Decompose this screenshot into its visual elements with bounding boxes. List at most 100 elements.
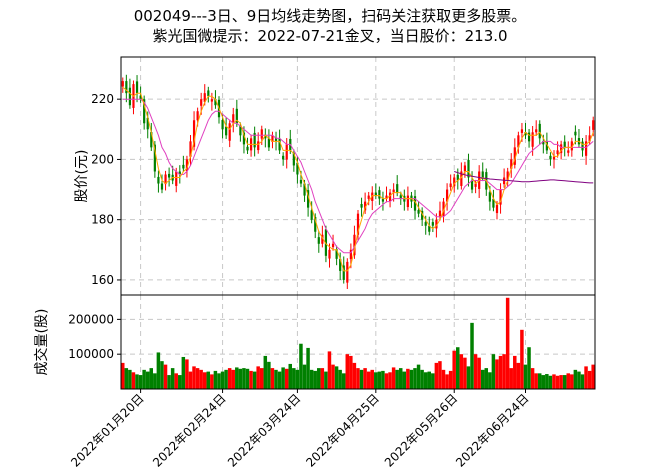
volume-bar	[495, 359, 499, 389]
volume-bar	[381, 370, 385, 389]
candle-body	[200, 99, 203, 106]
candle-body	[324, 229, 328, 256]
volume-bar	[313, 370, 317, 389]
volume-bar	[178, 375, 182, 389]
candle-body	[445, 189, 449, 202]
candle-body	[282, 155, 285, 160]
volume-bar	[170, 368, 175, 389]
volume-bar	[537, 373, 542, 389]
volume-bar	[210, 374, 214, 389]
x-tick-label: 2022年02月24日	[150, 391, 229, 470]
volume-bar	[128, 369, 132, 389]
volume-bar	[181, 356, 186, 389]
volume-bar	[431, 373, 435, 389]
volume-bar	[545, 374, 549, 389]
volume-bar	[377, 371, 382, 389]
volume-bar	[374, 372, 378, 389]
volume-bar	[505, 297, 510, 389]
volume-bar	[416, 364, 421, 389]
ma9-line	[122, 98, 594, 254]
candle-body	[246, 146, 249, 151]
volume-bar	[463, 357, 467, 389]
candle-body	[378, 190, 381, 199]
volume-bar	[552, 374, 556, 389]
volume-bar	[220, 371, 225, 389]
volume-bar	[395, 369, 399, 389]
volume-bar	[370, 369, 374, 389]
volume-bar	[566, 373, 570, 389]
price-panel-frame	[120, 56, 596, 296]
volume-bar	[587, 370, 592, 389]
candle-body	[552, 156, 556, 160]
candle-body	[467, 160, 470, 178]
candle-body	[349, 249, 352, 260]
candle-body	[178, 171, 181, 175]
candle-body	[339, 258, 342, 271]
candle-body	[392, 189, 395, 193]
candle-body	[364, 201, 367, 211]
volume-bar	[423, 372, 428, 389]
candle-body	[317, 237, 320, 244]
candle-body	[460, 171, 463, 186]
candle-body	[192, 120, 196, 147]
candle-body	[346, 261, 349, 283]
volume-bar	[341, 373, 346, 389]
volume-tick-label: 200000	[68, 312, 114, 326]
volume-bar	[523, 364, 528, 389]
candle-body	[560, 144, 563, 154]
volume-bar	[548, 375, 553, 389]
candle-body	[463, 165, 467, 172]
candle-body	[421, 210, 424, 220]
volume-bar	[584, 366, 588, 389]
candle-body	[168, 173, 171, 178]
candle-body	[274, 138, 278, 142]
volume-bar	[349, 355, 353, 389]
volume-bar	[491, 354, 496, 389]
candle-body	[388, 192, 392, 202]
volume-bar	[356, 368, 360, 389]
candle-body	[592, 120, 595, 130]
candle-body	[328, 249, 331, 259]
candle-body	[385, 195, 388, 199]
volume-bar	[295, 369, 300, 389]
candle-body	[535, 129, 538, 133]
volume-bar	[502, 354, 506, 389]
volume-tick-label: 100000	[68, 347, 114, 361]
candle-body	[406, 195, 409, 208]
volume-bar	[456, 347, 460, 389]
candle-body	[371, 192, 374, 202]
candle-body	[453, 177, 456, 187]
candle-body	[292, 153, 295, 166]
volume-bar	[591, 364, 595, 389]
price-tick-label: 200	[91, 152, 114, 166]
volume-bar	[559, 375, 563, 389]
volume-bar	[434, 362, 439, 389]
volume-bar	[562, 375, 567, 389]
candle-body	[207, 90, 210, 97]
candle-body	[221, 119, 224, 130]
candle-body	[588, 135, 591, 142]
x-tick-label: 2022年06月24日	[453, 391, 532, 470]
candle-body	[321, 234, 324, 244]
volume-bar	[199, 369, 203, 389]
volume-bar	[352, 362, 357, 389]
volume-bar	[391, 367, 396, 389]
volume-bar	[270, 368, 275, 389]
volume-bar	[213, 370, 218, 389]
volume-bar	[413, 368, 417, 389]
volume-bar	[402, 371, 407, 389]
volume-bar	[124, 368, 129, 389]
volume-bar	[398, 368, 403, 389]
candle-body	[396, 184, 399, 193]
candle-body	[424, 222, 427, 226]
volume-bar	[263, 355, 268, 389]
volume-bar	[192, 366, 196, 389]
candle-body	[128, 87, 132, 106]
volume-bar	[388, 372, 392, 389]
price-tick-label: 220	[91, 92, 114, 106]
price-tick-label: 160	[91, 273, 114, 287]
volume-bar	[274, 369, 278, 389]
volume-bar	[256, 366, 260, 389]
x-tick-label: 2022年04月25日	[303, 391, 382, 470]
candle-body	[574, 131, 577, 136]
